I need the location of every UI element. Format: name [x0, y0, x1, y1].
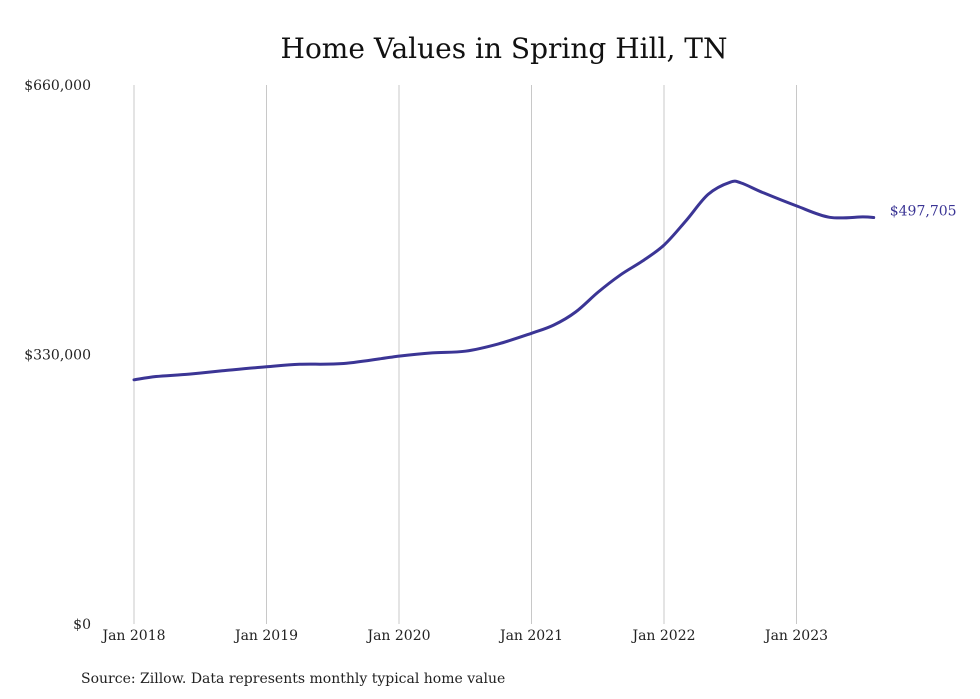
x-tick-label-5: Jan 2023: [763, 628, 828, 644]
y-axis-tick-labels: $0 $330,000 $660,000: [24, 78, 91, 633]
y-tick-label-0: $0: [73, 617, 91, 633]
series-layer: [132, 179, 876, 382]
series-line-0: [132, 179, 876, 382]
source-note: Source: Zillow. Data represents monthly …: [81, 671, 505, 687]
x-tick-label-2: Jan 2020: [365, 628, 430, 644]
end-value-label: $497,705: [890, 204, 957, 220]
x-tick-label-4: Jan 2022: [630, 628, 695, 644]
chart-title: Home Values in Spring Hill, TN: [281, 32, 728, 65]
x-axis-tick-labels: Jan 2018 Jan 2019 Jan 2020 Jan 2021 Jan 2022…: [100, 628, 828, 644]
x-tick-label-1: Jan 2019: [233, 628, 298, 644]
y-tick-label-2: $660,000: [24, 78, 91, 94]
grid-lines: [133, 85, 797, 624]
x-tick-label-3: Jan 2021: [498, 628, 563, 644]
y-tick-label-1: $330,000: [24, 348, 91, 364]
x-tick-label-0: Jan 2018: [100, 628, 165, 644]
